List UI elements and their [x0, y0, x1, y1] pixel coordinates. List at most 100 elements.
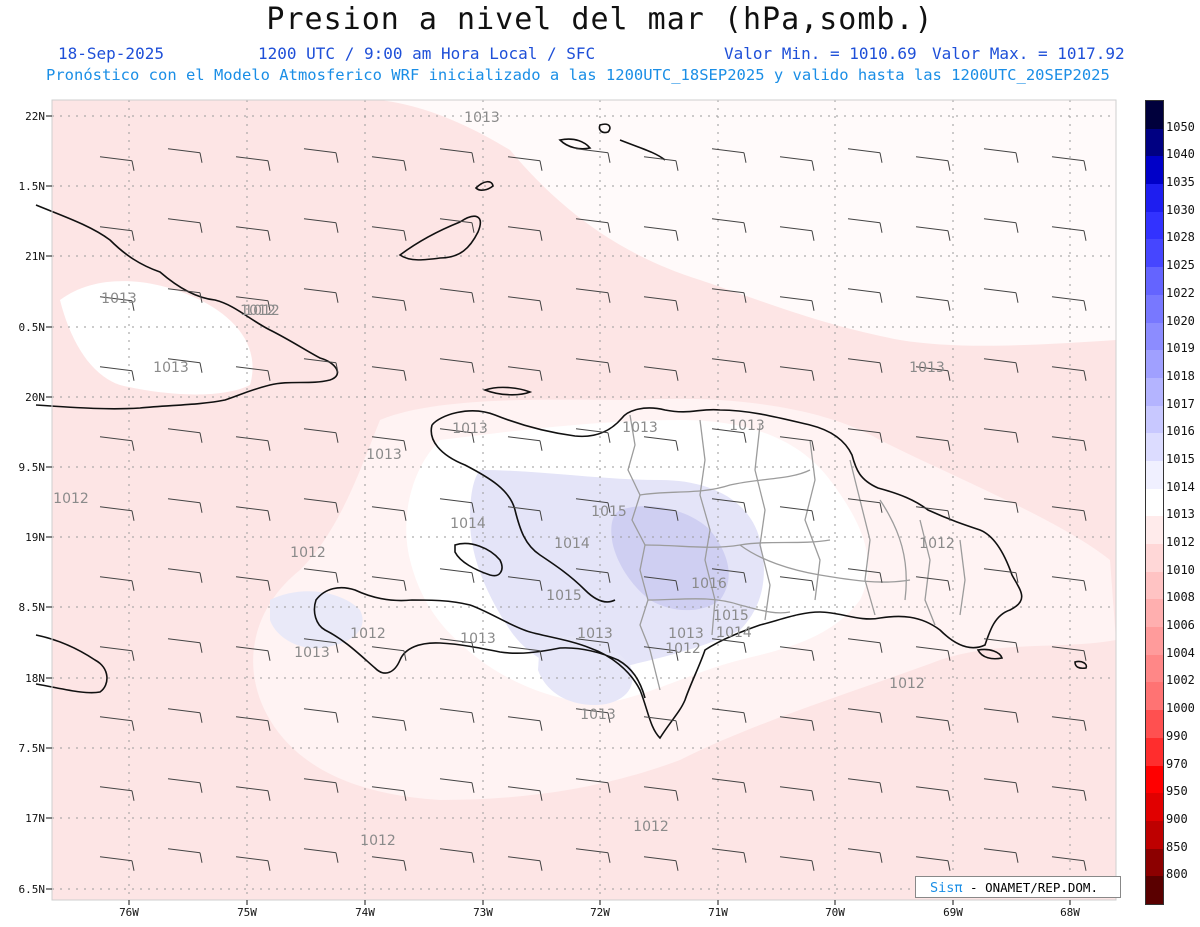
wind-barb [779, 856, 815, 871]
coast-cuba [35, 204, 339, 410]
wind-barb [847, 288, 883, 303]
coast-small-island [474, 180, 494, 191]
wind-barb [439, 848, 475, 863]
wind-barb [439, 568, 475, 583]
wind-barb [507, 366, 543, 381]
credit-text: - ONAMET/REP.DOM. [970, 880, 1098, 895]
wind-barb [711, 498, 747, 513]
contour-label: 1013 [101, 291, 137, 307]
latitude-labels: 22N 1.5N 21N 0.5N 20N 9.5N 19N 8.5N 18N 7.5N 17N 6.… [19, 110, 52, 896]
colorbar-cell [1146, 488, 1163, 517]
wind-barb [371, 576, 407, 591]
wind-barb [847, 778, 883, 793]
wind-barb [507, 576, 543, 591]
colorbar-label: 1002 [1166, 673, 1195, 688]
colorbar-label: 970 [1166, 756, 1188, 771]
wind-barbs [99, 148, 1087, 871]
wind-barb [99, 786, 135, 801]
wind-barb [371, 506, 407, 521]
lat-label: 22N [25, 110, 45, 123]
colorbar-cell [1146, 239, 1163, 268]
map-title: Presion a nivel del mar (hPa,somb.) [266, 2, 934, 37]
contour-label: 1013 [452, 421, 488, 437]
lat-label: 19N [25, 531, 45, 544]
wind-barb [575, 568, 611, 583]
lon-label: 71W [708, 906, 728, 919]
colorbar [1145, 100, 1164, 905]
wind-barb [711, 778, 747, 793]
wind-barb [235, 646, 271, 661]
wind-barb [371, 436, 407, 451]
contour-label: 1015 [546, 588, 582, 604]
contour-label: 1013 [729, 418, 765, 434]
wind-barb [303, 498, 339, 513]
forecast-date: 18-Sep-2025 [58, 44, 164, 63]
colorbar-label: 1020 [1166, 313, 1195, 328]
lon-label: 73W [473, 906, 493, 919]
contour-label: 1013 [294, 645, 330, 661]
wind-barb [711, 848, 747, 863]
province-borders [627, 414, 966, 691]
map-frame [51, 99, 1117, 901]
coast-saona [976, 648, 1004, 660]
wind-barb [643, 436, 679, 451]
coast-tortuga [482, 386, 533, 396]
wind-barb [507, 506, 543, 521]
wind-barb [235, 226, 271, 241]
lat-label: 21N [25, 250, 45, 263]
contour-label: 1012 [240, 303, 276, 319]
wind-barb [167, 568, 203, 583]
colorbar-label: 1035 [1166, 175, 1195, 190]
wind-barb [983, 498, 1019, 513]
wind-barb [99, 226, 135, 241]
wind-barb [983, 358, 1019, 373]
wind-barb [643, 576, 679, 591]
field-region-north [380, 100, 1116, 346]
colorbar-label: 1028 [1166, 230, 1195, 245]
colorbar-cell [1146, 294, 1163, 323]
wind-barb [779, 716, 815, 731]
wind-barb [167, 148, 203, 163]
wind-barb [847, 498, 883, 513]
wind-barb [575, 708, 611, 723]
colorbar-label: 1019 [1166, 341, 1195, 356]
wind-barb [507, 226, 543, 241]
wind-barb [371, 156, 407, 171]
colorbar-cell [1146, 350, 1163, 379]
colorbar-cell [1146, 267, 1163, 296]
colorbar-cell [1146, 322, 1163, 351]
colorbar-cell [1146, 571, 1163, 600]
wind-barb [167, 288, 203, 303]
wind-barb [779, 156, 815, 171]
wind-barb [711, 218, 747, 233]
wind-barb [847, 568, 883, 583]
lon-label: 76W [119, 906, 139, 919]
wind-barb [303, 638, 339, 653]
wind-barb [303, 288, 339, 303]
colorbar-cell [1146, 460, 1163, 490]
wind-barb [575, 428, 611, 443]
wind-barb [1051, 366, 1087, 381]
lat-label: 7.5N [19, 742, 46, 755]
contour-label: 1013 [460, 631, 496, 647]
field-region-sw-blue [538, 636, 633, 705]
colorbar-label: 990 [1166, 728, 1188, 743]
wind-barb [507, 156, 543, 171]
wind-barb [847, 428, 883, 443]
wind-barb [915, 646, 951, 661]
lat-label: 17N [25, 812, 45, 825]
wind-barb [575, 638, 611, 653]
wind-barb [1051, 786, 1087, 801]
colorbar-cell [1146, 599, 1163, 628]
wind-barb [915, 366, 951, 381]
wind-barb [983, 148, 1019, 163]
wind-barb [303, 778, 339, 793]
contour-label: 1013 [153, 360, 189, 376]
colorbar-cell [1146, 876, 1163, 905]
wind-barb [99, 296, 135, 311]
colorbar-label: 1004 [1166, 645, 1195, 660]
wind-barb [847, 218, 883, 233]
coastlines [35, 123, 1088, 740]
colorbar-label: 1017 [1166, 396, 1195, 411]
contour-label: 1012 [290, 545, 326, 561]
